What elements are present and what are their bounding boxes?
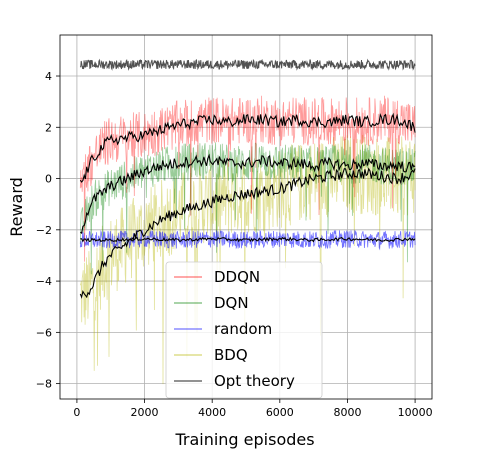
y-tick-label: −6 bbox=[36, 326, 52, 339]
y-tick-label: −2 bbox=[36, 224, 52, 237]
smoothed-series-group bbox=[79, 112, 416, 299]
legend-label: DDQN bbox=[214, 268, 260, 286]
y-tick-label: 2 bbox=[45, 121, 52, 134]
y-tick-label: 0 bbox=[45, 173, 52, 186]
legend-box bbox=[165, 261, 323, 399]
x-tick-label: 4000 bbox=[198, 406, 226, 419]
y-tick-label: −8 bbox=[36, 378, 52, 391]
plot-area bbox=[79, 58, 416, 385]
series-smoothed-ddqn bbox=[79, 112, 416, 183]
x-tick-label: 2000 bbox=[131, 406, 159, 419]
y-axis-label: Reward bbox=[7, 177, 26, 237]
y-axis-ticks: −8 −6 −4 −2 0 2 4 bbox=[36, 70, 60, 391]
x-axis-label: Training episodes bbox=[174, 430, 314, 449]
series-smoothed-random bbox=[80, 236, 416, 243]
series-smoothed-bdq bbox=[79, 167, 416, 299]
x-tick-label: 0 bbox=[73, 406, 80, 419]
series-raw-opt-theory bbox=[79, 58, 416, 71]
x-tick-label: 6000 bbox=[266, 406, 294, 419]
series-smoothed-dqn bbox=[80, 153, 416, 234]
x-tick-label: 8000 bbox=[333, 406, 361, 419]
y-tick-label: −4 bbox=[36, 275, 52, 288]
legend-label: Opt theory bbox=[214, 372, 295, 390]
legend-label: BDQ bbox=[214, 346, 248, 364]
y-tick-label: 4 bbox=[45, 70, 52, 83]
legend: DDQN DQN random BDQ Opt theory bbox=[165, 261, 323, 399]
legend-label: DQN bbox=[214, 294, 249, 312]
legend-label: random bbox=[214, 320, 272, 338]
series-raw-dqn bbox=[79, 142, 416, 275]
x-axis-ticks: 0 2000 4000 6000 8000 10000 bbox=[73, 399, 433, 419]
grid-lines bbox=[60, 35, 432, 399]
x-tick-label: 10000 bbox=[398, 406, 433, 419]
axes-frame bbox=[59, 34, 433, 400]
